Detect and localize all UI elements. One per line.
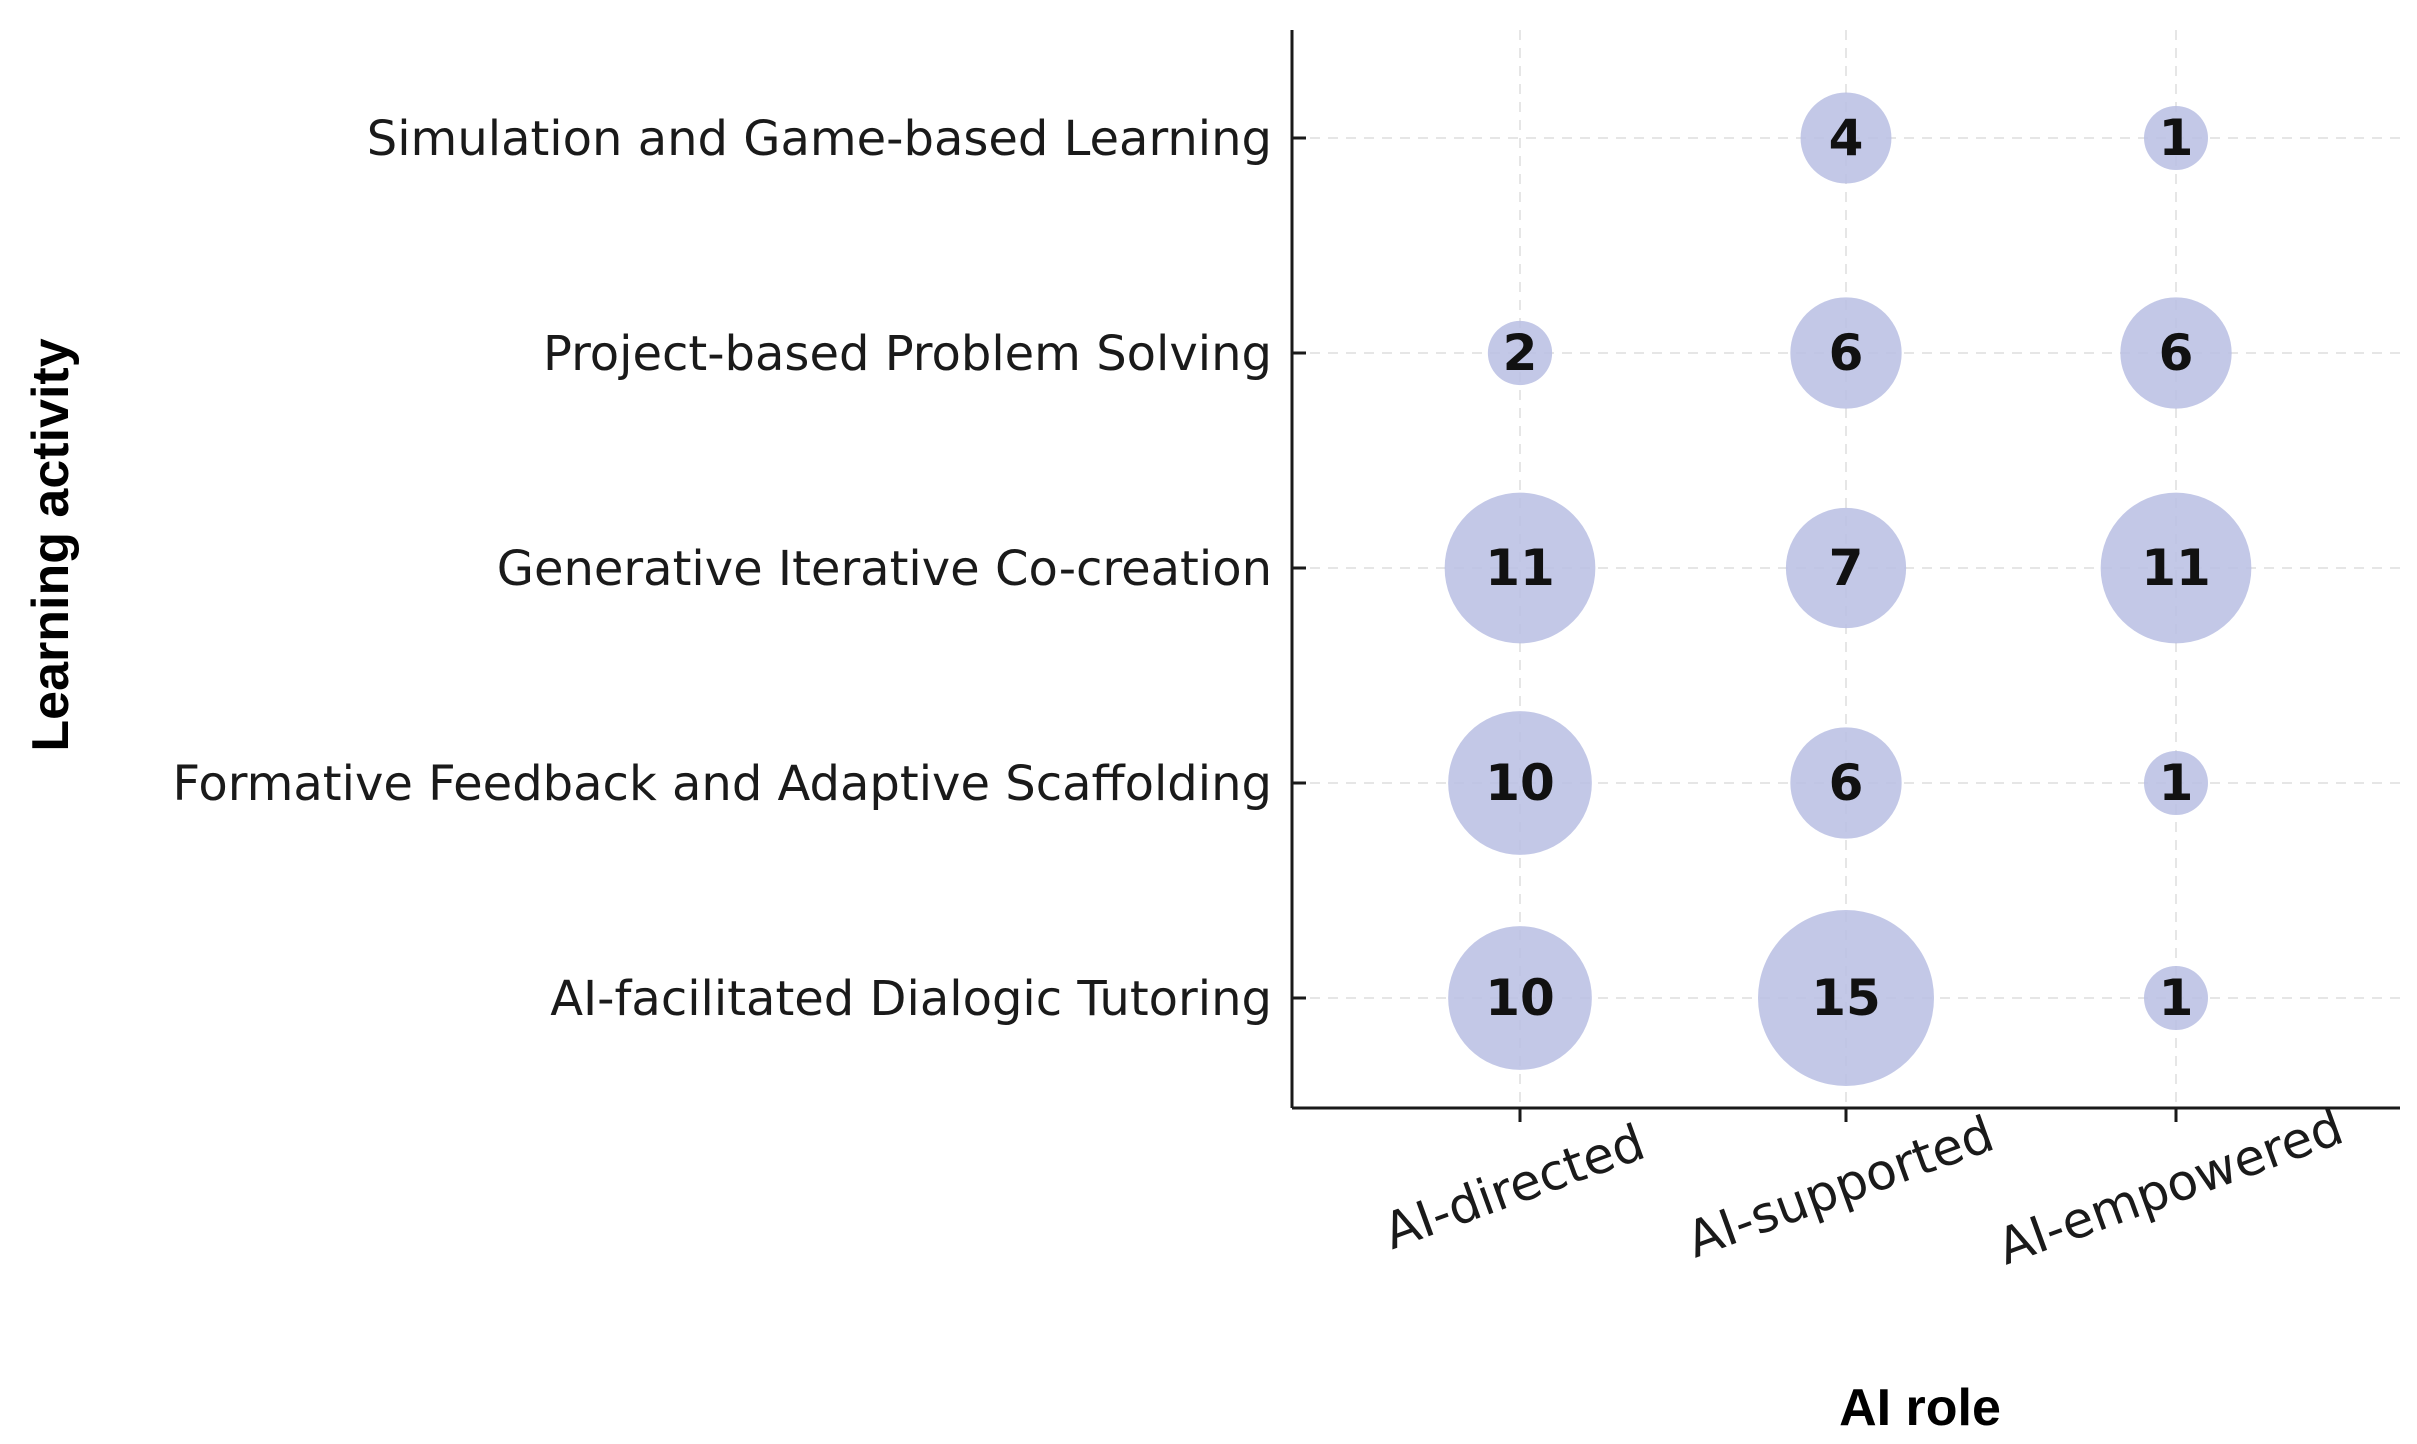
y-tick-label: Generative Iterative Co-creation <box>497 541 1272 597</box>
bubble-value-label: 1 <box>2159 969 2194 1027</box>
bubble <box>1800 92 1892 184</box>
y-tick-label: AI-facilitated Dialogic Tutoring <box>550 971 1272 1027</box>
bubble <box>1487 320 1553 386</box>
bubble-value-label: 15 <box>1811 969 1881 1027</box>
y-axis-title: Learning activity <box>22 338 80 751</box>
bubbles: 10 15 110 6 111 7 112 6 64 1 <box>1444 92 2252 1086</box>
x-axis-title: AI role <box>1839 1379 2001 1437</box>
bubble-value-label: 11 <box>1485 539 1555 597</box>
bubble <box>1448 926 1592 1070</box>
bubble-value-label: 11 <box>2141 539 2211 597</box>
x-tick-label: AI-empowered <box>1990 1098 2350 1276</box>
bubble-value-label: 6 <box>2159 324 2194 382</box>
bubble-value-label: 6 <box>1829 754 1864 812</box>
y-ticks: AI-facilitated Dialogic Tutoring Formativ… <box>172 111 1306 1027</box>
bubble <box>2144 966 2208 1030</box>
bubble <box>1790 297 1902 409</box>
bubble-value-label: 2 <box>1503 324 1538 382</box>
bubble-value-label: 1 <box>2159 109 2194 167</box>
bubble <box>1790 727 1902 839</box>
bubble <box>2144 751 2208 815</box>
y-tick-label: Project-based Problem Solving <box>543 326 1272 382</box>
bubble <box>2100 492 2252 644</box>
bubble-value-label: 10 <box>1485 969 1555 1027</box>
bubble-value-label: 7 <box>1829 539 1864 597</box>
y-tick-label: Simulation and Game-based Learning <box>367 111 1272 167</box>
y-tick-label: Formative Feedback and Adaptive Scaffold… <box>172 756 1272 812</box>
bubble <box>1448 711 1592 855</box>
bubble <box>1785 507 1907 629</box>
bubble-value-label: 6 <box>1829 324 1864 382</box>
bubble-value-label: 4 <box>1829 109 1864 167</box>
x-tick-label: AI-supported <box>1679 1105 2001 1269</box>
bubble-value-label: 10 <box>1485 754 1555 812</box>
bubble-value-label: 1 <box>2159 754 2194 812</box>
bubble <box>1758 910 1934 1086</box>
bubble <box>1444 492 1596 644</box>
bubble <box>2120 297 2232 409</box>
bubble <box>2144 106 2208 170</box>
x-tick-label: AI-directed <box>1376 1113 1652 1261</box>
